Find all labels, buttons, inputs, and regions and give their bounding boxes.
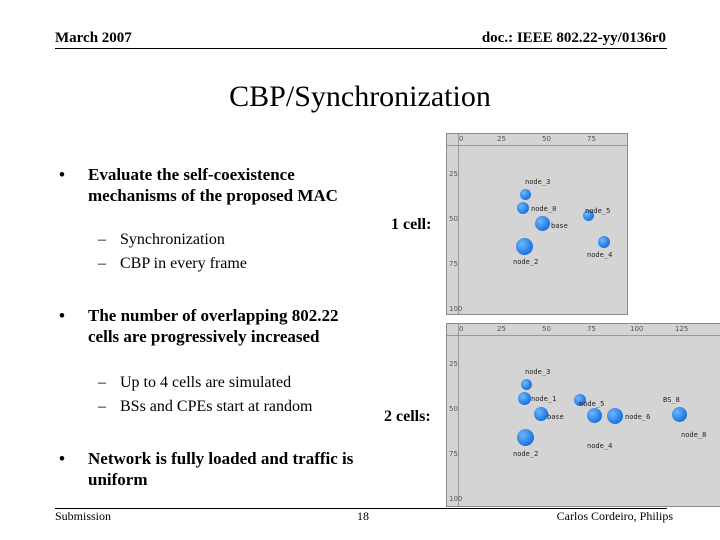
- header-rule: [55, 48, 667, 49]
- sub-bullet-2-2: – BSs and CPEs start at random: [98, 398, 313, 415]
- node-marker: [598, 236, 610, 248]
- node-marker: [607, 408, 623, 424]
- bullet-2-text: The number of overlapping 802.22 cells a…: [88, 306, 339, 346]
- y-tick: 25: [449, 170, 458, 178]
- node-marker: [587, 408, 602, 423]
- node-label: node_3: [525, 178, 551, 186]
- bullet-dot: •: [59, 306, 65, 325]
- sub-bullet-2-1: – Up to 4 cells are simulated: [98, 374, 292, 391]
- node-label: node_5: [585, 207, 611, 215]
- node-label: node_4: [587, 442, 613, 450]
- node-marker: [518, 392, 531, 405]
- y-tick: 100: [449, 305, 463, 313]
- node-label: node_3: [525, 368, 551, 376]
- node-label: BS_8: [663, 396, 680, 404]
- node-marker: [672, 407, 687, 422]
- bullet-3-text: Network is fully loaded and traffic is u…: [88, 449, 354, 489]
- node-marker: [521, 379, 532, 390]
- y-tick: 50: [449, 215, 458, 223]
- x-tick: 25: [497, 135, 506, 143]
- node-label: node_2: [513, 258, 539, 266]
- node-label: node_8: [681, 431, 707, 439]
- figure-1-label: 1 cell:: [391, 216, 432, 233]
- y-tick: 25: [449, 360, 458, 368]
- node-label: node_2: [513, 450, 539, 458]
- node-marker: [516, 238, 533, 255]
- figure-2-label: 2 cells:: [384, 408, 431, 425]
- x-tick: 50: [542, 135, 551, 143]
- node-label: node_4: [587, 251, 613, 259]
- y-tick: 50: [449, 405, 458, 413]
- simulation-figure-2cells: 0 25 50 75 100 125 25 50 75 100 node_3 n…: [446, 323, 720, 507]
- header-date: March 2007: [55, 30, 132, 46]
- node-label: node_5: [579, 400, 605, 408]
- simulation-figure-1cell: 0 25 50 75 25 50 75 100 node_3 node_0 no…: [446, 133, 628, 315]
- node-label: node_6: [625, 413, 651, 421]
- node-marker: [520, 189, 531, 200]
- x-tick: 100: [630, 325, 644, 333]
- footer-author: Carlos Cordeiro, Philips: [556, 509, 673, 523]
- bullet-dot: •: [59, 165, 65, 184]
- slide-title: CBP/Synchronization: [229, 80, 491, 113]
- bullet-2: • The number of overlapping 802.22 cells…: [59, 305, 358, 347]
- node-label: node_0: [531, 205, 557, 213]
- y-tick: 75: [449, 260, 458, 268]
- y-tick: 100: [449, 495, 463, 503]
- x-tick: 0: [459, 135, 464, 143]
- bullet-1: • Evaluate the self-coexistence mechanis…: [59, 164, 350, 206]
- node-label: node_1: [531, 395, 557, 403]
- footer-rule: [55, 508, 667, 509]
- footer-submission: Submission: [55, 509, 112, 523]
- x-tick: 50: [542, 325, 551, 333]
- node-label: base: [551, 222, 568, 230]
- node-label: base: [547, 413, 564, 421]
- footer-page-number: 18: [357, 509, 369, 523]
- node-marker: [535, 216, 550, 231]
- header-doc-id: doc.: IEEE 802.22-yy/0136r0: [481, 30, 666, 46]
- node-marker: [534, 407, 548, 421]
- node-marker: [574, 394, 586, 406]
- x-tick: 25: [497, 325, 506, 333]
- x-tick: 75: [587, 325, 596, 333]
- node-marker: [583, 210, 594, 221]
- sub-bullet-1-1: – Synchronization: [98, 231, 225, 248]
- bullet-dot: •: [59, 449, 65, 468]
- node-marker: [517, 202, 529, 214]
- y-tick: 75: [449, 450, 458, 458]
- bullet-1-text: Evaluate the self-coexistence mechanisms…: [88, 165, 338, 205]
- x-tick: 125: [675, 325, 689, 333]
- sub-bullet-1-2: – CBP in every frame: [98, 255, 247, 272]
- bullet-3: • Network is fully loaded and traffic is…: [59, 448, 358, 490]
- x-tick: 0: [459, 325, 464, 333]
- node-marker: [517, 429, 534, 446]
- x-tick: 75: [587, 135, 596, 143]
